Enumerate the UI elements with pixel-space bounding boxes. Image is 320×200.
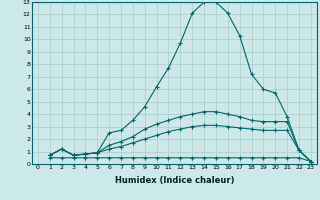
X-axis label: Humidex (Indice chaleur): Humidex (Indice chaleur): [115, 176, 234, 185]
